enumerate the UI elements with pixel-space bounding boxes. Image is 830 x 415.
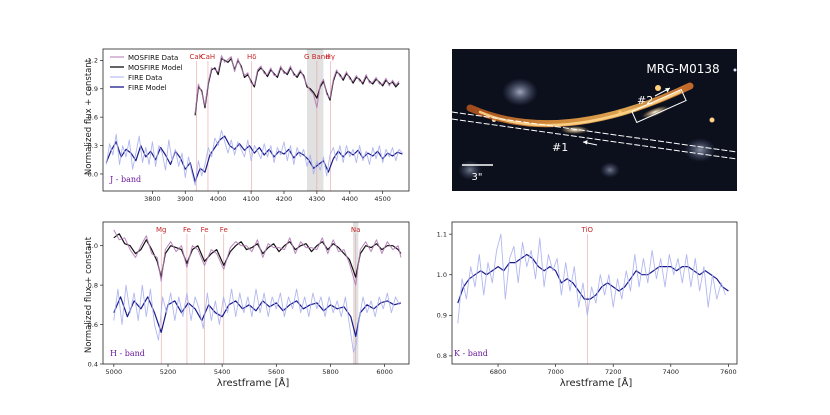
legend-fire-model: FIRE Model: [128, 84, 167, 92]
legend-mosfire-data: MOSFIRE Data: [128, 54, 178, 62]
h-band-label: H - band: [110, 349, 145, 358]
j-xtick-label-6: 4400: [342, 195, 359, 203]
j-series-mosfire-data: [194, 55, 400, 114]
j-ytick-label-4: 1.2: [88, 57, 98, 65]
h-xlabel: λrestframe [Å]: [217, 376, 290, 389]
k-xtick-label-4: 7600: [720, 368, 737, 376]
j-series-fire-data: [105, 129, 403, 186]
marker-1-label: #1: [552, 141, 568, 154]
marker-2-arrowhead: [665, 88, 670, 93]
k-xtick-label-2: 7200: [605, 368, 622, 376]
h-feature-label-1: Fe: [183, 226, 191, 234]
h-ytick-label-0: 0.4: [88, 360, 98, 368]
k-xtick-label-0: 6800: [490, 368, 507, 376]
h-ytick-label-2: 0.8: [88, 281, 98, 289]
j-ylabel: Normalized flux + constant: [84, 58, 94, 175]
k-band-panel: TiO 6800 7000 7200 7400 7600 0.8 0.9 1.0 1.1: [437, 221, 738, 376]
j-feature-label-4: Hγ: [326, 53, 335, 61]
marker-2-label: #2: [637, 94, 653, 107]
h-xtick-label-5: 6000: [376, 368, 393, 376]
k-xlabel: λrestframe [Å]: [560, 376, 633, 389]
k-ytick-label-3: 1.1: [437, 230, 447, 238]
k-series-fire-data: [457, 233, 726, 324]
j-series-mosfire-model: [194, 57, 400, 116]
legend: MOSFIRE Data MOSFIRE Model FIRE Data FIR…: [110, 54, 183, 92]
k-feature-label-0: TiO: [581, 226, 594, 234]
j-ytick-label-0: 0.0: [88, 170, 98, 178]
k-axes-frame: [451, 221, 738, 365]
h-xtick-label-3: 5600: [268, 368, 285, 376]
legend-fire-data: FIRE Data: [128, 74, 162, 82]
j-xtick-label-7: 4500: [374, 195, 391, 203]
image-title: MRG-M0138: [646, 62, 719, 76]
j-shaded-region-0: [307, 49, 324, 191]
j-xtick-label-3: 4100: [243, 195, 260, 203]
h-band-panel: Mg Fe Fe Fe Na 5000 5200 5400 5600 5800 6000 0.4 0.6…: [88, 221, 410, 376]
star-1: [655, 85, 661, 91]
foreground-galaxy-2: [684, 138, 716, 162]
foreground-galaxy-3: [600, 162, 620, 178]
k-band-label: K - band: [454, 349, 488, 358]
foreground-galaxy-1: [502, 78, 538, 106]
k-xtick-label-3: 7400: [663, 368, 680, 376]
k-ytick-label-2: 1.0: [437, 271, 447, 279]
j-xtick-label-2: 4000: [210, 195, 227, 203]
h-ytick-label-3: 1.0: [88, 242, 98, 250]
j-feature-label-3: G Band: [304, 53, 330, 61]
h-xtick-label-2: 5400: [214, 368, 231, 376]
k-ytick-label-1: 0.9: [437, 312, 447, 320]
k-series-fire-model: [457, 253, 729, 304]
j-feature-label-2: Hδ: [247, 53, 257, 61]
h-feature-label-2: Fe: [201, 226, 209, 234]
j-ytick-label-3: 0.9: [88, 85, 98, 93]
star-5: [733, 68, 737, 72]
h-ylabel: Normalized flux + constant: [84, 236, 94, 353]
j-series-fire-model: [105, 135, 403, 183]
j-xtick-label-4: 4200: [276, 195, 293, 203]
j-axes-frame: [102, 48, 410, 192]
image-2-core: [641, 105, 669, 119]
h-series-fire-model: [113, 296, 402, 337]
marker-1-arrowhead: [583, 140, 588, 145]
scale-bar-label: 3": [472, 172, 483, 183]
legend-mosfire-model: MOSFIRE Model: [128, 64, 183, 72]
star-2: [709, 117, 715, 123]
h-axes-frame: [102, 221, 410, 365]
k-ytick-label-0: 0.8: [437, 352, 447, 360]
j-xtick-label-1: 3900: [177, 195, 194, 203]
galaxy-image: MRG-M0138 #2 #1 3": [451, 49, 738, 191]
j-xtick-label-5: 4300: [309, 195, 326, 203]
h-feature-label-3: Fe: [220, 226, 228, 234]
h-xtick-label-0: 5000: [106, 368, 123, 376]
k-xtick-label-1: 7000: [547, 368, 564, 376]
j-ytick-label-2: 0.6: [88, 113, 98, 121]
h-series-mosfire-data: [113, 229, 402, 286]
image-1-core: [561, 126, 589, 134]
h-xtick-label-4: 5800: [322, 368, 339, 376]
h-series-fire-data: [113, 284, 400, 353]
j-feature-label-0: CaK: [190, 53, 204, 61]
j-xtick-label-0: 3800: [144, 195, 161, 203]
slit-box: [631, 88, 687, 124]
h-xtick-label-1: 5200: [160, 368, 177, 376]
h-ytick-label-1: 0.6: [88, 321, 98, 329]
j-band-label: J - band: [109, 175, 141, 184]
j-feature-label-1: CaH: [201, 53, 215, 61]
h-feature-label-0: Mg: [156, 226, 166, 234]
h-feature-label-4: Na: [351, 226, 361, 234]
j-ytick-label-1: 0.3: [88, 142, 98, 150]
